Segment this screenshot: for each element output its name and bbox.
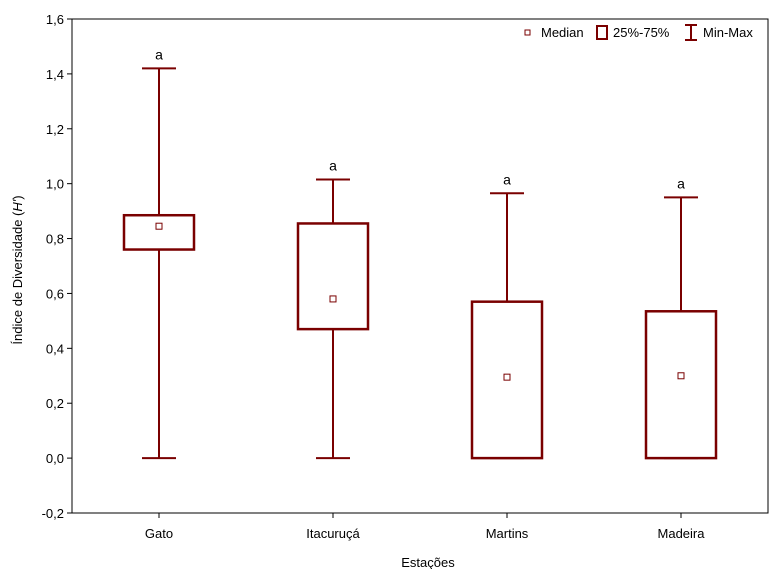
iqr-box — [644, 310, 718, 460]
legend-box-symbol — [596, 25, 608, 40]
x-axis: Gato Itacuruçá Martins Madeira — [145, 513, 705, 541]
y-tick-label: 0,8 — [46, 232, 64, 247]
y-axis-label: Índice de Diversidade (H') — [10, 195, 25, 344]
legend-box-label: 25%-75% — [613, 25, 670, 40]
y-tick-label: 0,6 — [46, 286, 64, 301]
boxes: a a a a — [122, 46, 718, 460]
median-marker — [155, 222, 163, 230]
y-tick-label: 1,0 — [46, 177, 64, 192]
median-marker — [503, 373, 511, 381]
box-group: a — [470, 171, 544, 460]
plot-area — [71, 18, 769, 514]
legend-median-symbol — [524, 29, 531, 36]
significance-letter: a — [155, 46, 163, 62]
y-tick-label: 0,2 — [46, 396, 64, 411]
y-tick-label: -0,2 — [42, 506, 64, 521]
significance-letter: a — [329, 158, 337, 174]
plot-frame — [71, 18, 769, 514]
y-tick-label: 0,0 — [46, 451, 64, 466]
y-axis: -0,2 0,0 0,2 0,4 0,6 0,8 1,0 1,2 1,4 1,6 — [42, 12, 72, 521]
box-group: a — [644, 175, 718, 460]
y-axis-label-prefix: Índice de Diversidade ( — [10, 211, 25, 345]
median-marker — [329, 295, 337, 303]
x-tick-label: Martins — [486, 526, 529, 541]
significance-letter: a — [677, 175, 685, 191]
legend: Median 25%-75% Min-Max — [524, 24, 753, 41]
box-group: a — [296, 158, 370, 460]
median-marker — [677, 372, 685, 380]
legend-whisker-label: Min-Max — [703, 25, 753, 40]
iqr-box — [470, 300, 544, 460]
legend-median-label: Median — [541, 25, 584, 40]
y-tick-label: 0,4 — [46, 341, 64, 356]
legend-whisker-symbol — [685, 24, 697, 41]
y-axis-label-italic: H' — [10, 199, 25, 211]
y-axis-label-suffix: ) — [10, 195, 25, 199]
x-tick-label: Itacuruçá — [306, 526, 360, 541]
y-tick-label: 1,2 — [46, 122, 64, 137]
x-tick-label: Madeira — [658, 526, 706, 541]
y-tick-label: 1,6 — [46, 12, 64, 27]
y-tick-label: 1,4 — [46, 67, 64, 82]
iqr-box — [122, 213, 196, 251]
x-axis-label: Estações — [401, 555, 455, 569]
iqr-box — [296, 222, 370, 331]
x-tick-label: Gato — [145, 526, 173, 541]
significance-letter: a — [503, 171, 511, 187]
box-group: a — [122, 46, 196, 460]
